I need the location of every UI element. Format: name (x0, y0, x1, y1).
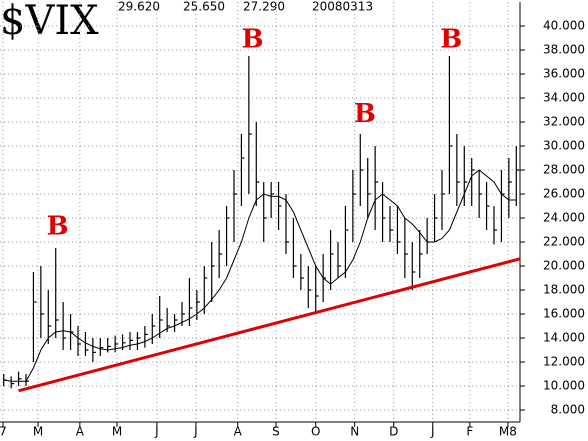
header-value: 29.620 (118, 0, 160, 14)
y-tick-label: 18.000 (543, 283, 585, 297)
x-tick-label: M8 (499, 425, 517, 439)
moving-average (3, 169, 517, 382)
y-tick-label: 40.000 (543, 19, 585, 33)
x-tick-label: D (389, 425, 398, 439)
y-tick-label: 30.000 (543, 139, 585, 153)
x-tick-label: 7 (0, 425, 7, 439)
y-tick-label: 32.000 (543, 115, 585, 129)
x-tick-label: J (430, 425, 435, 439)
annotation: B (440, 24, 462, 54)
y-tick-label: 16.000 (543, 307, 585, 321)
y-tick-label: 10.000 (543, 379, 585, 393)
y-tick-label: 8.000 (551, 403, 585, 417)
x-tick-label: J (193, 425, 198, 439)
y-tick-label: 14.000 (543, 331, 585, 345)
trendline (18, 257, 521, 393)
y-tick-label: 28.000 (543, 163, 585, 177)
annotation: B (47, 212, 69, 242)
x-tick-label: N (350, 425, 359, 439)
x-tick-label: A (234, 425, 243, 439)
y-tick-label: 36.000 (543, 67, 585, 81)
y-tick-label: 20.000 (543, 259, 585, 273)
x-tick-label: M (112, 425, 122, 439)
header-value: 25.650 (183, 0, 225, 14)
y-tick-label: 24.000 (543, 211, 585, 225)
x-tick-label: S (272, 425, 280, 439)
annotation: B (242, 24, 264, 54)
y-tick-label: 38.000 (543, 43, 585, 57)
header-value: 20080313 (312, 0, 373, 14)
x-tick-label: A (76, 425, 85, 439)
x-tick-label: M (33, 425, 43, 439)
y-tick-label: 34.000 (543, 91, 585, 105)
chart-title: $VIX (0, 0, 99, 44)
y-tick-label: 12.000 (543, 355, 585, 369)
x-tick-label: O (311, 425, 320, 439)
x-tick-label: F (466, 425, 473, 439)
annotation: B (354, 99, 376, 129)
header-value: 27.290 (243, 0, 285, 14)
y-tick-label: 22.000 (543, 235, 585, 249)
y-tick-label: 26.000 (543, 187, 585, 201)
x-tick-label: J (154, 425, 159, 439)
